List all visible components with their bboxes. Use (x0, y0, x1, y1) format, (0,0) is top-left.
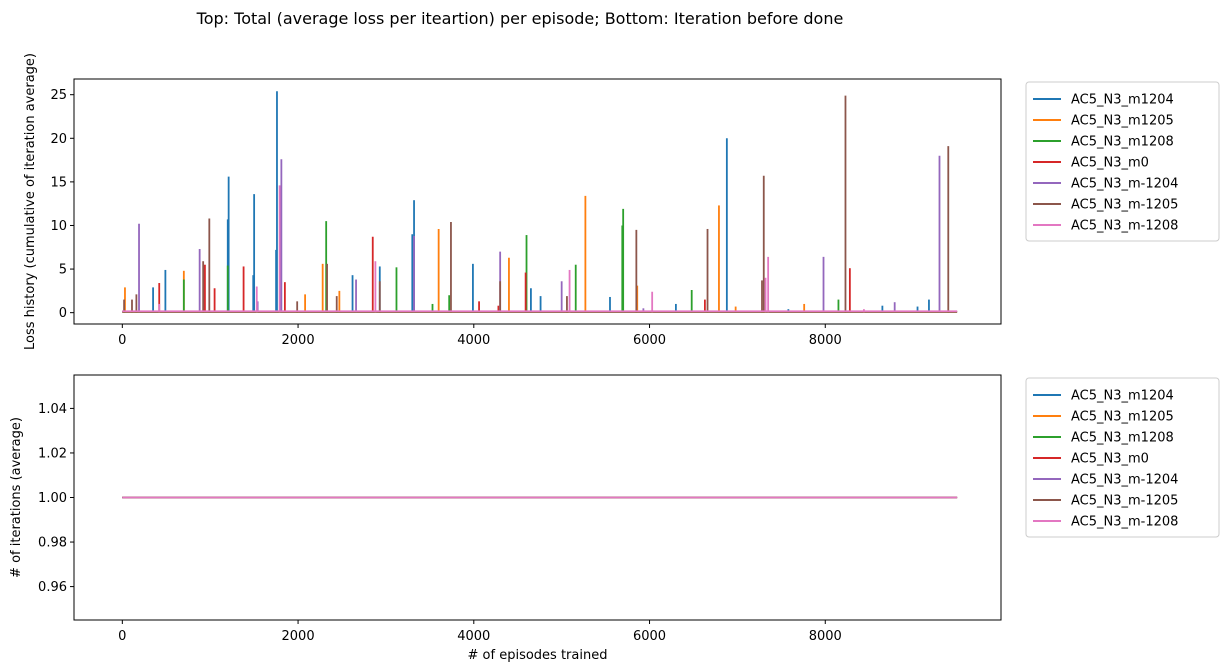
x-tick-label: 8000 (809, 629, 842, 644)
y-tick-label: 5 (59, 263, 67, 278)
legend-label: AC5_N3_m-1204 (1071, 177, 1178, 192)
x-tick-label: 6000 (633, 629, 666, 644)
y-tick-label: 25 (50, 88, 67, 103)
legend-label: AC5_N3_m0 (1071, 156, 1149, 171)
x-axis-label: # of episodes trained (468, 648, 608, 663)
legend-label: AC5_N3_m1205 (1071, 114, 1174, 129)
y-tick-label: 20 (50, 132, 67, 147)
plot-area (122, 91, 958, 314)
legend-label: AC5_N3_m1204 (1071, 93, 1174, 108)
y-axis-label: # of iterations (average) (9, 417, 24, 578)
x-tick-label: 0 (118, 333, 126, 348)
y-tick-label: 1.02 (38, 446, 67, 461)
y-tick-label: 0.98 (38, 536, 67, 551)
y-tick-label: 0.96 (38, 580, 67, 595)
series-AC5_N3_m1205 (122, 195, 958, 313)
legend-label: AC5_N3_m1205 (1071, 410, 1174, 425)
legend-label: AC5_N3_m-1205 (1071, 198, 1178, 213)
series-AC5_N3_m-1204 (122, 155, 958, 313)
series-AC5_N3_m1204 (122, 91, 958, 314)
series-AC5_N3_m-1208 (122, 185, 958, 313)
legend: AC5_N3_m1204 AC5_N3_m1205 AC5_N3_m1208 AC5_… (1025, 377, 1220, 538)
y-tick-label: 1.04 (38, 402, 67, 417)
figure-suptitle: Top: Total (average loss per iteartion) … (196, 9, 844, 28)
axes-frame (73, 78, 1002, 325)
bottom-iterations-chart: 0 2000 4000 6000 8000 0.96 0.98 1.00 1.02 1.04 # o… (9, 374, 1220, 663)
y-tick-label: 15 (50, 175, 67, 190)
x-tick-label: 8000 (809, 333, 842, 348)
x-tick-label: 4000 (457, 629, 490, 644)
legend-label: AC5_N3_m1208 (1071, 135, 1174, 150)
legend-box (1025, 81, 1220, 242)
y-tick-label: 1.00 (38, 491, 67, 506)
legend: AC5_N3_m1204 AC5_N3_m1205 AC5_N3_m1208 AC5_… (1025, 81, 1220, 242)
x-tick-label: 6000 (633, 333, 666, 348)
y-axis-label: Loss history (cumulative of iteration av… (23, 53, 38, 350)
legend-label: AC5_N3_m-1204 (1071, 473, 1178, 488)
x-tick-label: 2000 (282, 629, 315, 644)
y-tick-label: 10 (50, 219, 67, 234)
series-AC5_N3_m-1205 (122, 95, 958, 313)
x-tick-label: 2000 (282, 333, 315, 348)
legend-label: AC5_N3_m1208 (1071, 431, 1174, 446)
legend-label: AC5_N3_m-1208 (1071, 219, 1178, 234)
legend-label: AC5_N3_m-1205 (1071, 494, 1178, 509)
legend-label: AC5_N3_m0 (1071, 452, 1149, 467)
x-tick-label: 4000 (457, 333, 490, 348)
x-tick-label: 0 (118, 629, 126, 644)
legend-label: AC5_N3_m-1208 (1071, 515, 1178, 530)
y-tick-label: 0 (59, 306, 67, 321)
legend-label: AC5_N3_m1204 (1071, 389, 1174, 404)
legend-box (1025, 377, 1220, 538)
top-loss-chart: 0 2000 4000 6000 8000 0 5 10 15 20 25 Loss history … (23, 53, 1220, 350)
